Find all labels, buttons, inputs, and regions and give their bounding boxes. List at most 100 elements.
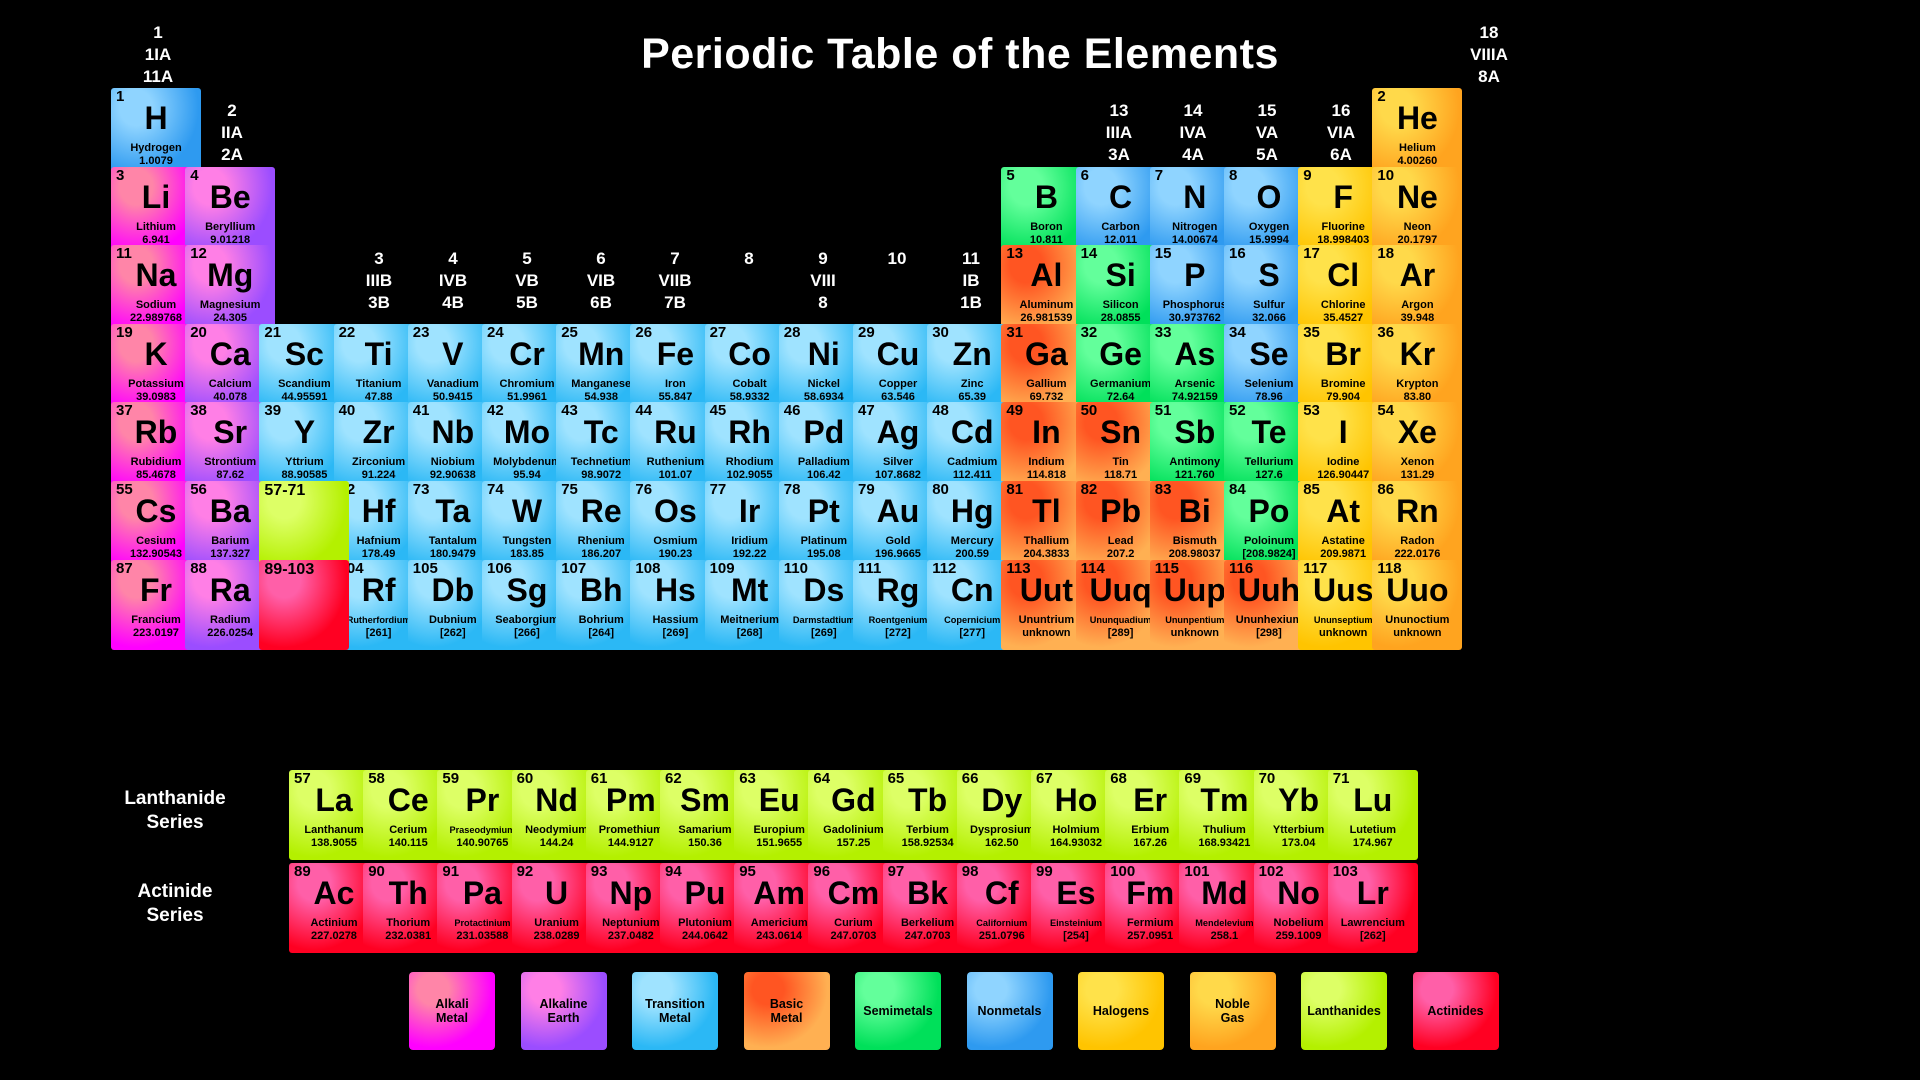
atomic-number: 62	[665, 770, 682, 787]
atomic-mass: [262]	[439, 626, 466, 639]
element-symbol: Rb	[134, 414, 178, 451]
atomic-number: 49	[1006, 402, 1024, 420]
element-name: Oxygen	[1248, 220, 1290, 233]
atomic-mass: 63.546	[881, 390, 915, 403]
atomic-mass: 47.88	[364, 390, 393, 403]
group-header-1: 1 1IA 11A	[112, 22, 204, 88]
element-symbol: Ce	[387, 782, 429, 818]
legend-item-semimetal[interactable]: Semimetals	[855, 972, 941, 1050]
element-cell-mg[interactable]: 12 Mg Magnesium 24.305	[185, 245, 276, 336]
atomic-mass: 173.04	[1281, 837, 1316, 849]
group-roman: IB	[962, 271, 980, 290]
element-symbol: S	[1258, 257, 1280, 294]
element-name: Tin	[1112, 456, 1129, 469]
element-cell-lr[interactable]: 103 Lr Lawrencium [262]	[1327, 863, 1418, 953]
atomic-mass: 186.207	[581, 548, 622, 560]
element-name: Plutonium	[678, 917, 732, 929]
element-cell-rn[interactable]: 86 Rn Radon 222.0176	[1372, 481, 1463, 571]
element-cell-be[interactable]: 4 Be Beryllium 9.01218	[185, 166, 276, 257]
legend-label: Actinides	[1427, 1004, 1483, 1018]
group-number: 3	[374, 249, 384, 268]
group-header-10: 10	[851, 248, 943, 270]
element-name: Europium	[753, 824, 805, 836]
element-cell-ar[interactable]: 18 Ar Argon 39.948	[1372, 245, 1463, 336]
legend-item-alkali-metal[interactable]: Alkali Metal	[409, 972, 495, 1050]
legend-item-actinide[interactable]: Actinides	[1412, 972, 1499, 1050]
atomic-mass: 114.818	[1026, 469, 1066, 482]
element-symbol: At	[1326, 493, 1361, 529]
element-cell-h[interactable]: 1 H Hydrogen 1.0079	[111, 88, 201, 178]
atomic-mass: 6.941	[142, 233, 170, 246]
element-cell-uuo[interactable]: 118 Uuo Ununoctium unknown	[1372, 559, 1463, 650]
series-placeholder-57-71[interactable]: 57-71	[259, 481, 350, 571]
page-title: Periodic Table of the Elements	[641, 30, 1279, 78]
atomic-number: 95	[739, 863, 756, 880]
atomic-mass: 140.115	[388, 837, 428, 849]
element-name: Beryllium	[205, 220, 256, 233]
atomic-number: 76	[635, 481, 653, 498]
element-cell-sg[interactable]: 106 Sg Seaborgium [266]	[482, 559, 572, 650]
atomic-number: 71	[1332, 770, 1350, 787]
element-name: Krypton	[1396, 377, 1439, 390]
element-name: Neon	[1403, 220, 1432, 233]
lanthanide-series-label-line2: Series	[146, 812, 204, 833]
element-symbol: As	[1174, 335, 1216, 372]
element-cell-xe[interactable]: 54 Xe Xenon 131.29	[1372, 402, 1463, 493]
atomic-mass: 158.92534	[901, 837, 954, 849]
element-name: Nitrogen	[1172, 220, 1218, 233]
atomic-number: 54	[1377, 402, 1395, 420]
group-number: 16	[1331, 101, 1351, 120]
element-cell-ne[interactable]: 10 Ne Neon 20.1797	[1372, 166, 1463, 257]
atomic-number: 103	[1332, 863, 1358, 880]
atomic-number: 109	[709, 559, 735, 577]
atomic-number: 11	[116, 245, 132, 263]
atomic-number: 13	[1006, 245, 1024, 263]
atomic-number: 111	[858, 559, 882, 577]
atomic-mass: [208.9824]	[1242, 548, 1296, 560]
group-alt: 3B	[368, 293, 390, 312]
group-alt: 6A	[1330, 145, 1352, 164]
legend-label: Halogens	[1093, 1004, 1149, 1018]
atomic-mass: 157.25	[836, 837, 871, 849]
element-cell-lu[interactable]: 71 Lu Lutetium 174.967	[1327, 770, 1418, 860]
element-symbol: Sc	[284, 335, 324, 372]
element-symbol: Hs	[654, 571, 696, 608]
atomic-mass: 244.0642	[682, 930, 728, 942]
legend-item-transition-metal[interactable]: Transition Metal	[632, 972, 718, 1050]
legend-label-line2: Gas	[1220, 1011, 1245, 1025]
atomic-mass: 55.847	[658, 390, 693, 403]
element-name: Cerium	[389, 824, 428, 836]
element-cell-he[interactable]: 2 He Helium 4.00260	[1372, 88, 1463, 178]
element-cell-kr[interactable]: 36 Kr Krypton 83.80	[1372, 323, 1463, 414]
element-symbol: Ar	[1399, 257, 1436, 294]
element-name: Argon	[1401, 299, 1434, 312]
legend-item-lanthanide[interactable]: Lanthanides	[1301, 972, 1387, 1050]
element-symbol: Ag	[876, 414, 920, 451]
legend-item-nonmetal[interactable]: Nonmetals	[966, 972, 1053, 1050]
legend-item-alkaline-earth[interactable]: Alkaline Earth	[520, 972, 607, 1050]
group-roman: VB	[515, 271, 539, 290]
lanthanide-series-label-line1: Lanthanide	[124, 788, 226, 809]
atomic-mass: 192.22	[732, 548, 767, 560]
series-placeholder-89-103[interactable]: 89-103	[259, 559, 350, 650]
legend-item-halogen[interactable]: Halogens	[1078, 972, 1164, 1050]
atomic-number: 77	[709, 481, 727, 498]
atomic-number: 48	[932, 402, 949, 420]
element-symbol: Ne	[1396, 178, 1438, 215]
element-symbol: Y	[293, 414, 316, 451]
element-symbol: Sr	[213, 414, 248, 451]
element-symbol: Pr	[465, 782, 500, 818]
element-symbol: Ge	[1099, 335, 1142, 372]
atomic-number: 58	[368, 770, 385, 787]
element-name: Rubidium	[130, 456, 182, 469]
element-symbol: Zr	[362, 414, 395, 451]
element-symbol: La	[315, 782, 353, 818]
atomic-mass: 28.0855	[1100, 312, 1141, 325]
legend-label-line2: Metal	[436, 1011, 468, 1025]
element-cell-uut[interactable]: 113 Uut Ununtrium unknown	[1001, 559, 1092, 650]
group-alt: 5B	[516, 293, 538, 312]
atomic-mass: 200.59	[955, 548, 990, 560]
legend-item-basic-metal[interactable]: Basic Metal	[743, 972, 830, 1050]
legend-item-noble-gas[interactable]: Noble Gas	[1189, 972, 1276, 1050]
element-name: Zinc	[960, 377, 984, 390]
